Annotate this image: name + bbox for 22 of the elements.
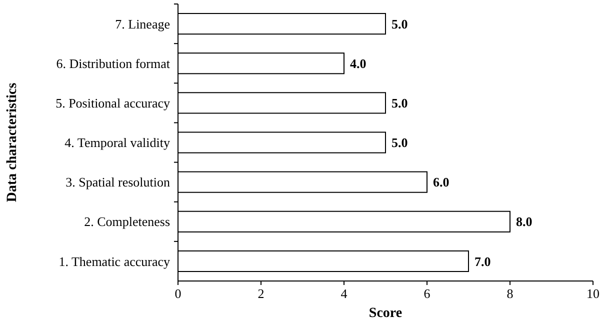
data-label: 5.0 (392, 16, 408, 32)
x-tick-label: 4 (340, 286, 348, 301)
data-label: 5.0 (392, 95, 408, 110)
y-tick-label: 1. Thematic accuracy (58, 254, 170, 269)
y-tick-label: 4. Temporal validity (64, 135, 170, 150)
y-axis-title: Data characteristics (5, 82, 20, 202)
y-tick-label: 7. Lineage (115, 16, 170, 32)
x-axis-title: Score (368, 306, 402, 321)
x-tick-label: 10 (586, 286, 600, 301)
data-label: 7.0 (474, 254, 491, 269)
data-label: 4.0 (350, 56, 366, 71)
data-label: 8.0 (516, 214, 532, 230)
x-tick-label: 0 (174, 286, 182, 301)
data-label: 5.0 (392, 135, 408, 150)
y-tick-label: 3. Spatial resolution (66, 174, 170, 190)
data-label: 6.0 (433, 174, 450, 190)
x-tick-label: 2 (258, 286, 264, 301)
y-tick-label: 5. Positional accuracy (56, 95, 170, 110)
y-tick-label: 6. Distribution format (56, 56, 170, 71)
x-tick-label: 6 (424, 286, 431, 301)
y-tick-label: 2. Completeness (84, 214, 170, 230)
x-tick-label: 8 (506, 286, 514, 301)
